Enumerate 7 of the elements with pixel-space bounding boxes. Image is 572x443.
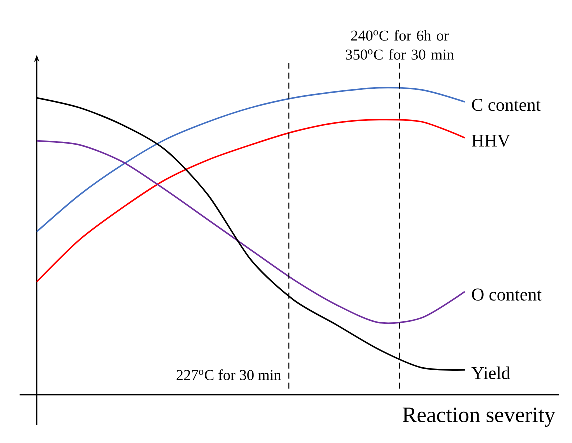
series-label: O content bbox=[472, 288, 542, 301]
x-axis-title: Reaction severity bbox=[402, 408, 556, 428]
annotation: 227$^{o}$C for 30 min bbox=[176, 370, 282, 380]
series-label: HHV bbox=[472, 134, 510, 148]
series-label: Yield bbox=[472, 366, 510, 380]
series-label: C content bbox=[472, 99, 541, 112]
text: 240$^{o}$C for 6h or 350$^{o}$C for 30 min bbox=[346, 30, 454, 60]
